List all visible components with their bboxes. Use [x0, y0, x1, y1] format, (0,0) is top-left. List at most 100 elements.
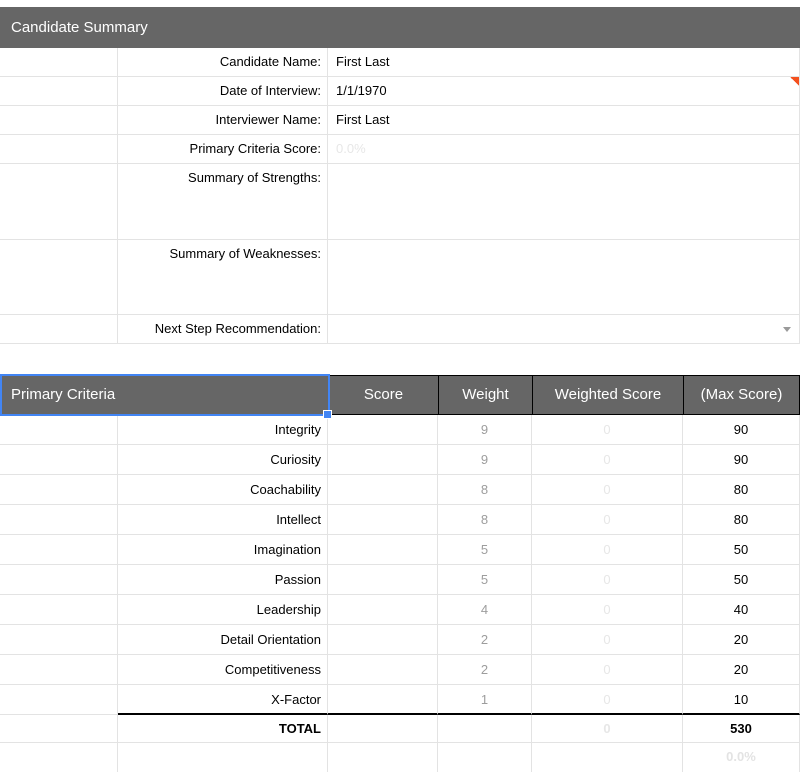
- selection-fill-handle[interactable]: [323, 410, 332, 419]
- blank-cell[interactable]: [0, 595, 118, 625]
- weight-cell[interactable]: 8: [438, 475, 532, 505]
- max-score-cell[interactable]: 80: [683, 475, 800, 505]
- blank-cell[interactable]: [0, 415, 118, 445]
- blank-cell[interactable]: [0, 445, 118, 475]
- blank-cell[interactable]: [0, 164, 118, 240]
- blank-cell[interactable]: [438, 743, 532, 772]
- footer-percent-cell[interactable]: 0.0%: [683, 743, 800, 772]
- score-cell[interactable]: [328, 475, 438, 505]
- weight-cell[interactable]: 5: [438, 535, 532, 565]
- weight-cell[interactable]: 9: [438, 415, 532, 445]
- max-score-column-header[interactable]: (Max Score): [683, 375, 800, 415]
- criteria-name-cell[interactable]: Competitiveness: [118, 655, 328, 685]
- max-score-cell[interactable]: 50: [683, 535, 800, 565]
- max-score-cell[interactable]: 20: [683, 655, 800, 685]
- weighted-score-cell[interactable]: 0: [532, 475, 683, 505]
- blank-cell[interactable]: [0, 48, 118, 77]
- score-cell[interactable]: [328, 625, 438, 655]
- weighted-score-cell[interactable]: 0: [532, 505, 683, 535]
- weight-cell[interactable]: 5: [438, 565, 532, 595]
- weighted-score-cell[interactable]: 0: [532, 595, 683, 625]
- score-cell[interactable]: [328, 565, 438, 595]
- candidate-name-value-cell[interactable]: First Last: [328, 48, 800, 77]
- score-cell[interactable]: [328, 415, 438, 445]
- date-of-interview-value-cell[interactable]: 1/1/1970: [328, 77, 800, 106]
- criteria-name-cell[interactable]: Imagination: [118, 535, 328, 565]
- weighted-score-cell[interactable]: 0: [532, 565, 683, 595]
- comment-indicator-icon[interactable]: [790, 77, 799, 86]
- blank-cell[interactable]: [532, 743, 683, 772]
- score-cell[interactable]: [328, 535, 438, 565]
- score-cell[interactable]: [328, 505, 438, 535]
- max-score-cell[interactable]: 10: [683, 685, 800, 715]
- total-weighted-score-cell[interactable]: 0: [532, 715, 683, 743]
- blank-cell[interactable]: [0, 655, 118, 685]
- score-cell[interactable]: [328, 655, 438, 685]
- max-score-cell[interactable]: 90: [683, 415, 800, 445]
- criteria-name-cell[interactable]: Passion: [118, 565, 328, 595]
- weighted-score-cell[interactable]: 0: [532, 655, 683, 685]
- blank-cell[interactable]: [0, 344, 118, 375]
- weight-cell[interactable]: 4: [438, 595, 532, 625]
- score-cell[interactable]: [328, 685, 438, 715]
- criteria-name-cell[interactable]: Coachability: [118, 475, 328, 505]
- weighted-score-cell[interactable]: 0: [532, 685, 683, 715]
- date-of-interview-label-cell[interactable]: Date of Interview:: [118, 77, 328, 106]
- score-cell[interactable]: [328, 595, 438, 625]
- blank-cell[interactable]: [0, 685, 118, 715]
- weight-cell[interactable]: 2: [438, 625, 532, 655]
- blank-cell[interactable]: [0, 77, 118, 106]
- blank-cell[interactable]: [0, 106, 118, 135]
- interviewer-name-value-cell[interactable]: First Last: [328, 106, 800, 135]
- criteria-name-cell[interactable]: Integrity: [118, 415, 328, 445]
- primary-criteria-header-cell[interactable]: Primary Criteria: [0, 375, 328, 415]
- weaknesses-value-cell[interactable]: [328, 240, 800, 315]
- blank-cell[interactable]: [0, 240, 118, 315]
- blank-cell[interactable]: [118, 743, 328, 772]
- weighted-score-cell[interactable]: 0: [532, 415, 683, 445]
- blank-cell[interactable]: [0, 135, 118, 164]
- blank-cell[interactable]: [0, 315, 118, 344]
- dropdown-arrow-icon[interactable]: [783, 327, 791, 332]
- blank-cell[interactable]: [328, 344, 800, 375]
- blank-cell[interactable]: [0, 535, 118, 565]
- weight-column-header[interactable]: Weight: [438, 375, 532, 415]
- criteria-name-cell[interactable]: X-Factor: [118, 685, 328, 715]
- strengths-value-cell[interactable]: [328, 164, 800, 240]
- blank-cell[interactable]: [0, 505, 118, 535]
- weighted-score-column-header[interactable]: Weighted Score: [532, 375, 683, 415]
- max-score-cell[interactable]: 40: [683, 595, 800, 625]
- criteria-name-cell[interactable]: Detail Orientation: [118, 625, 328, 655]
- strengths-label-cell[interactable]: Summary of Strengths:: [118, 164, 328, 240]
- weaknesses-label-cell[interactable]: Summary of Weaknesses:: [118, 240, 328, 315]
- weighted-score-cell[interactable]: 0: [532, 625, 683, 655]
- next-step-value-cell[interactable]: [328, 315, 800, 344]
- total-weight-cell[interactable]: [438, 715, 532, 743]
- weighted-score-cell[interactable]: 0: [532, 535, 683, 565]
- total-score-cell[interactable]: [328, 715, 438, 743]
- blank-cell[interactable]: [0, 565, 118, 595]
- max-score-cell[interactable]: 80: [683, 505, 800, 535]
- total-label-cell[interactable]: TOTAL: [118, 715, 328, 743]
- blank-cell[interactable]: [0, 625, 118, 655]
- max-score-cell[interactable]: 90: [683, 445, 800, 475]
- score-column-header[interactable]: Score: [328, 375, 438, 415]
- blank-cell[interactable]: [0, 715, 118, 743]
- criteria-name-cell[interactable]: Curiosity: [118, 445, 328, 475]
- weight-cell[interactable]: 1: [438, 685, 532, 715]
- blank-cell[interactable]: [328, 743, 438, 772]
- interviewer-name-label-cell[interactable]: Interviewer Name:: [118, 106, 328, 135]
- criteria-name-cell[interactable]: Leadership: [118, 595, 328, 625]
- next-step-label-cell[interactable]: Next Step Recommendation:: [118, 315, 328, 344]
- weight-cell[interactable]: 2: [438, 655, 532, 685]
- primary-criteria-score-value-cell[interactable]: 0.0%: [328, 135, 800, 164]
- blank-cell[interactable]: [118, 344, 328, 375]
- weight-cell[interactable]: 9: [438, 445, 532, 475]
- blank-cell[interactable]: [0, 475, 118, 505]
- weighted-score-cell[interactable]: 0: [532, 445, 683, 475]
- blank-cell[interactable]: [0, 743, 118, 772]
- max-score-cell[interactable]: 20: [683, 625, 800, 655]
- total-max-score-cell[interactable]: 530: [683, 715, 800, 743]
- candidate-summary-title-cell[interactable]: Candidate Summary: [0, 7, 800, 48]
- weight-cell[interactable]: 8: [438, 505, 532, 535]
